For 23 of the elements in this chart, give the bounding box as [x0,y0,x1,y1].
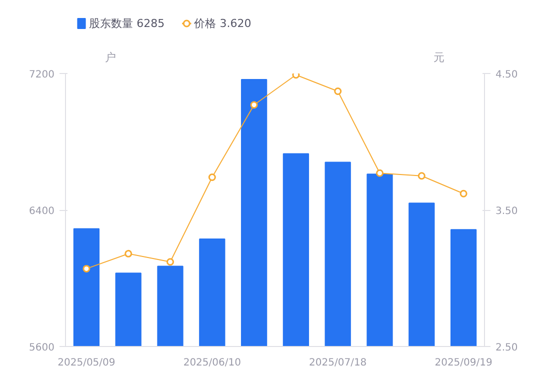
y2-axis-title: 元 [433,51,444,64]
y2-tick-label: 2.50 [496,342,518,354]
y2-tick-label: 4.50 [496,70,518,80]
y-axis-title: 户 [104,51,116,64]
point [460,190,468,198]
point [82,264,90,272]
point [418,172,426,180]
point [208,173,216,181]
x-tick-label: 2025/09/19 [434,358,492,368]
y2-tick-label: 3.50 [496,206,518,217]
legend-label: 股东数量 6285 [89,17,165,30]
point [124,250,132,258]
point [166,258,174,266]
y-tick-label: 6400 [29,206,55,217]
x-tick-label: 2025/07/18 [309,358,367,368]
x-tick-label: 2025/05/09 [58,358,116,368]
point [250,101,258,109]
y-tick-label: 7200 [29,70,55,80]
y-tick-label: 5600 [29,342,55,354]
point [334,88,342,95]
x-tick-label: 2025/06/10 [183,358,241,368]
point [376,169,384,177]
legend-label: 价格 3.620 [193,17,252,30]
